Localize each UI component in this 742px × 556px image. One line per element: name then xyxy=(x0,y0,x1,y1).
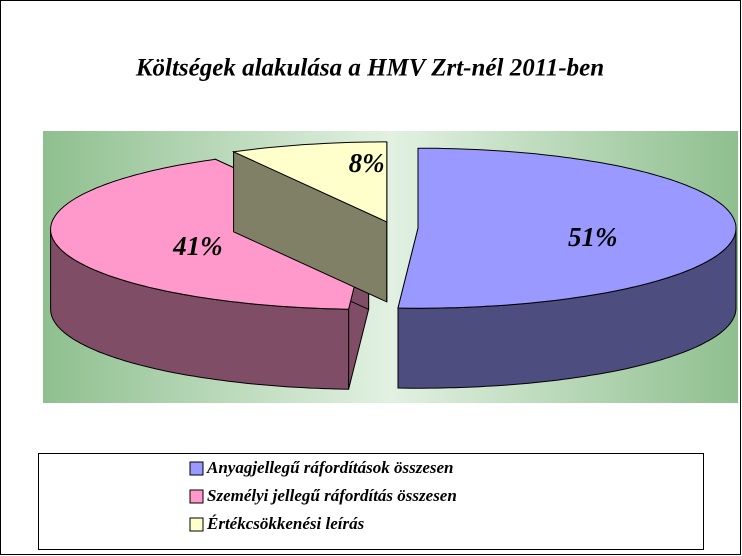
legend-swatch xyxy=(189,489,204,504)
legend-swatch xyxy=(189,461,204,476)
pie-slice xyxy=(397,147,737,389)
legend-label: Személyi jellegű ráfordítás összesen xyxy=(207,486,457,505)
legend-label: Értékcsökkenési leírás xyxy=(206,514,365,533)
pie: 51% 41% 8% xyxy=(50,141,737,390)
legend xyxy=(38,453,704,550)
legend-items: Anyagjellegű ráfordítások összesen Személ… xyxy=(189,458,457,533)
value-label: 51% xyxy=(568,222,618,252)
slice-top xyxy=(397,147,737,309)
chart-title: Költségek alakulása a HMV Zrt-nél 2011-b… xyxy=(135,55,604,82)
slice-top xyxy=(231,141,388,223)
legend-label: Anyagjellegű ráfordítások összesen xyxy=(206,458,454,477)
value-label: 8% xyxy=(349,148,385,178)
legend-swatch xyxy=(189,517,204,532)
value-label: 41% xyxy=(172,231,223,261)
pie-slice xyxy=(231,141,388,303)
